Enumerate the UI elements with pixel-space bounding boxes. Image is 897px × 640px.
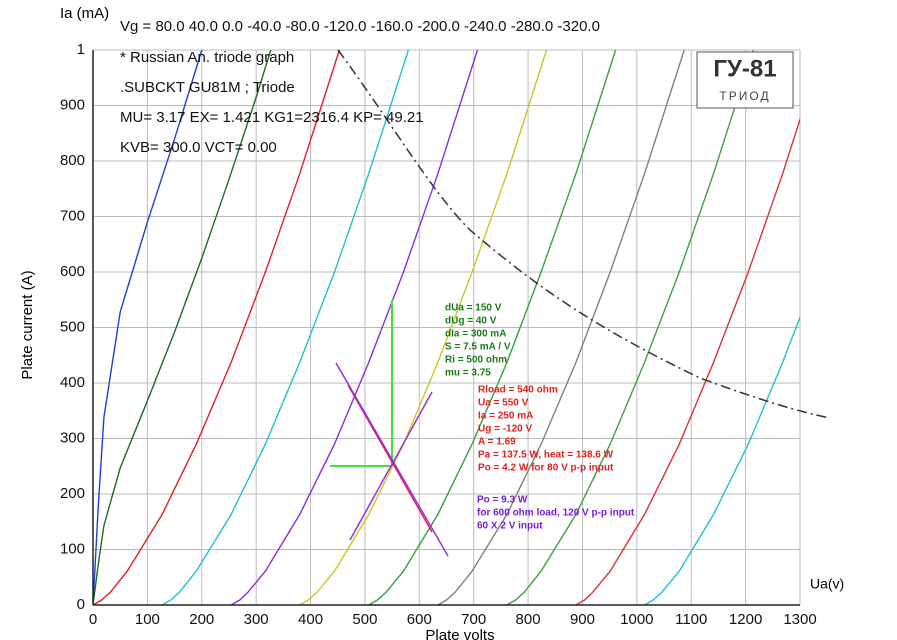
y-tick-label: 400 [60,374,85,391]
y-tick-label: 200 [60,485,85,502]
y-tick-label: 600 [60,263,85,280]
x-tick-label: 800 [516,611,541,628]
stamp-box [696,51,794,109]
y-tick-label: 100 [60,540,85,557]
y-tick-label: 300 [60,429,85,446]
y-tick-label: 1 [77,41,85,58]
purple-note: for 600 ohm load, 120 V p-p input [477,508,635,519]
header-line: .SUBCKT GU81M ; Triode [120,79,295,96]
load-line-2 [335,362,449,557]
plate-curve [230,50,479,605]
purple-note: Po = 9.3 W [477,495,528,506]
x-tick-label: 0 [89,611,97,628]
stamp-subtitle: ТРИОД [719,89,770,103]
x-tick-label: 600 [407,611,432,628]
x-tick-label: 300 [244,611,269,628]
corner-label: Ia (mA) [60,5,109,22]
green-note: S = 7.5 mA / V [445,342,511,353]
plate-curve [93,50,272,605]
x-tick-label: 1000 [620,611,653,628]
plate-curve [93,50,203,605]
red-note: Ia = 250 mA [478,411,533,422]
x-tick-label: 100 [135,611,160,628]
plate-curve [575,117,800,605]
x-tick-label: 700 [461,611,486,628]
header-line: MU= 3.17 EX= 1.421 KG1=2316.4 KP= 49.21 [120,109,424,126]
green-note: dUa = 150 V [445,303,502,314]
curves [93,50,800,605]
signal-line [349,391,433,541]
load-line [347,384,433,533]
y-tick-label: 500 [60,318,85,335]
x-axis-label: Plate volts [425,627,494,640]
plate-curve [437,50,685,605]
plate-curve [299,50,548,605]
plate-curve [93,50,341,605]
green-note: dUg = 40 V [445,316,497,327]
notes: dUa = 150 V dUg = 40 V dIa = 300 mA S = 7.5… [445,303,635,532]
x-tick-label: 1300 [783,611,816,628]
plate-curve [644,315,800,605]
x-tick-label: 1200 [729,611,762,628]
red-note: Pa = 137.5 W, heat = 138.6 W [478,450,614,461]
y-axis-label: Plate current (A) [19,270,36,379]
red-note: A = 1.69 [478,437,516,448]
corner-label: Ua(v) [810,576,844,592]
red-note: Ug = -120 V [478,424,533,435]
x-tick-label: 400 [298,611,323,628]
plate-curve [368,50,617,605]
dissipation-curve [337,49,831,419]
purple-note: 60 X 2 V input [477,521,543,532]
green-note: dIa = 300 mA [445,329,506,340]
y-tick-label: 700 [60,207,85,224]
header-line: KVB= 300.0 VCT= 0.00 [120,139,277,156]
x-tick-label: 1100 [675,611,707,628]
y-tick-label: 800 [60,152,85,169]
vg-header: Vg = 80.0 40.0 0.0 -40.0 -80.0 -120.0 -1… [120,18,600,35]
x-tick-label: 900 [570,611,595,628]
header-line: * Russian An. triode graph [120,49,294,66]
red-note: Rload = 540 ohm [478,385,558,396]
red-note: Po = 4.2 W for 80 V p-p input [478,463,614,474]
stamp-title: ГУ-81 [713,55,776,82]
x-tick-label: 500 [352,611,377,628]
green-note: Ri = 500 ohm [445,355,507,366]
grid [92,49,801,606]
y-tick-label: 0 [77,596,85,613]
green-note: mu = 3.75 [445,368,491,379]
plate-curve [506,50,754,605]
plate-curve [161,50,410,605]
x-tick-label: 200 [189,611,214,628]
red-note: Ua = 550 V [478,398,529,409]
y-tick-label: 900 [60,96,85,113]
